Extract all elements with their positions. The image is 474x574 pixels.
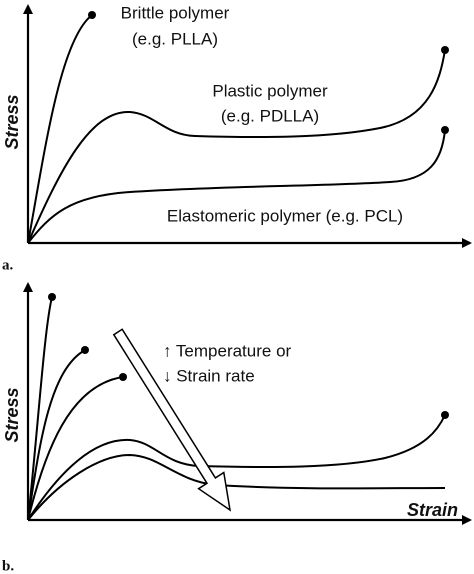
annotation: Brittle polymer — [121, 3, 230, 22]
curve — [27, 349, 86, 521]
annotation: Plastic polymer — [212, 81, 328, 100]
trend-arrow — [112, 328, 232, 512]
curve — [27, 129, 446, 244]
panel-b: Stress Strain ↑ Temperature or ↓ Strain … — [2, 282, 472, 574]
end-point — [441, 46, 449, 54]
curve — [27, 414, 446, 521]
x-axis-label: Strain — [407, 500, 458, 520]
end-point — [48, 293, 56, 301]
annotation: (e.g. PLLA) — [132, 29, 218, 48]
end-point — [81, 346, 89, 354]
annotation: ↑ Temperature or — [163, 341, 292, 360]
end-point — [88, 11, 96, 19]
end-point — [119, 373, 127, 381]
curve — [27, 49, 446, 244]
y-axis-label: Stress — [2, 94, 22, 149]
curve — [27, 376, 124, 521]
annotation: (e.g. PDLLA) — [221, 106, 319, 125]
annotation: Elastomeric polymer (e.g. PCL) — [167, 206, 403, 225]
curve — [27, 14, 93, 244]
end-point — [441, 411, 449, 419]
curve — [27, 296, 53, 521]
panel-a: Stress Brittle polymer (e.g. PLLA) Plast… — [2, 3, 472, 273]
panel-label: b. — [2, 558, 14, 574]
curve — [27, 453, 446, 521]
annotation: ↓ Strain rate — [163, 366, 255, 385]
y-axis-label: Stress — [2, 387, 22, 442]
panel-label: a. — [2, 257, 14, 273]
end-point — [441, 126, 449, 134]
